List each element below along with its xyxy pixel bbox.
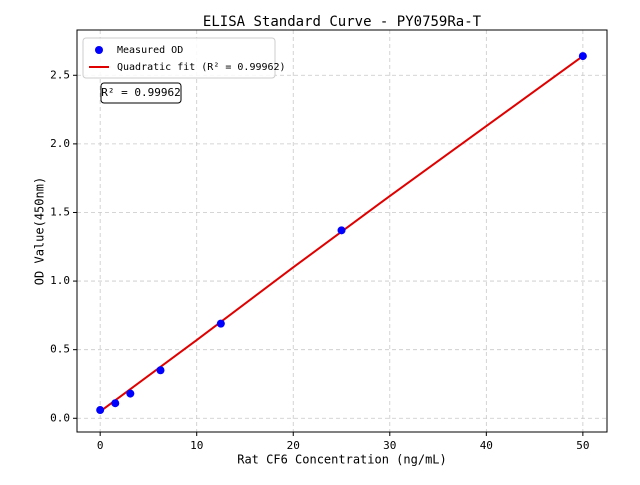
x-tick-label: 20 [287,439,300,452]
legend-label: Quadratic fit (R² = 0.99962) [117,62,286,73]
x-tick-label: 40 [480,439,493,452]
data-point [126,389,135,398]
data-point [111,399,120,408]
y-axis-label: OD Value(450nm) [33,177,47,285]
y-tick-label: 2.0 [50,137,70,150]
data-point [216,319,225,328]
data-point [96,406,105,415]
y-tick-label: 2.5 [50,68,70,81]
x-tick-label: 10 [190,439,203,452]
y-tick-label: 1.5 [50,205,70,218]
chart-title: ELISA Standard Curve - PY0759Ra-T [203,14,482,30]
x-tick-label: 0 [97,439,104,452]
annotation: R² = 0.99962 [101,86,180,99]
x-tick-label: 50 [576,439,589,452]
plot-frame [76,29,608,433]
legend-box [82,37,276,79]
data-point [337,226,346,235]
legend-marker [95,46,103,54]
x-tick-label: 30 [383,439,396,452]
data-point [578,52,587,61]
y-tick-label: 0.0 [50,411,70,424]
data-point [156,366,165,375]
y-tick-label: 0.5 [50,343,70,356]
legend-label: Measured OD [117,45,183,56]
annotation-box [100,82,182,104]
y-tick-label: 1.0 [50,274,70,287]
x-axis-label: Rat CF6 Concentration (ng/mL) [237,453,447,467]
